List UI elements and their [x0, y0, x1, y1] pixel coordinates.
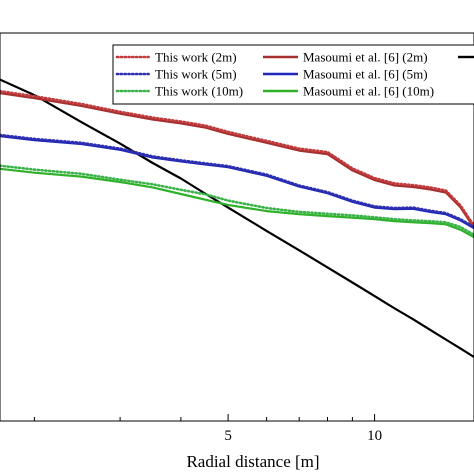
series-line-this-work-10m — [0, 164, 474, 237]
x-tick-label: 10 — [367, 428, 382, 444]
legend-label-masoumi-et-al-6-5m: Masoumi et al. [6] (5m) — [303, 67, 428, 82]
series-line-masoumi-et-al-6-2m — [0, 91, 474, 229]
plot-frame — [0, 32, 474, 422]
series-line-this-work-5m — [0, 133, 474, 229]
x-tick-label: 5 — [224, 428, 232, 444]
legend-label-masoumi-et-al-6-2m: Masoumi et al. [6] (2m) — [303, 50, 428, 65]
series-line-this-work-2m — [0, 89, 474, 228]
series-line-masoumi-et-al-6-10m — [0, 167, 474, 239]
legend-label-this-work-2m: This work (2m) — [155, 50, 237, 65]
legend-label-masoumi-et-al-6-10m: Masoumi et al. [6] (10m) — [303, 84, 434, 99]
legend: This work (2m) This work (5m) This work (1… — [112, 44, 474, 105]
x-axis: 5 10 — [33, 414, 382, 444]
series-line-reference-line — [0, 78, 474, 359]
series-layer — [0, 78, 474, 359]
x-axis-label: Radial distance [m] — [186, 452, 319, 471]
legend-label-this-work-10m: This work (10m) — [155, 84, 243, 99]
legend-label-this-work-5m: This work (5m) — [155, 67, 237, 82]
